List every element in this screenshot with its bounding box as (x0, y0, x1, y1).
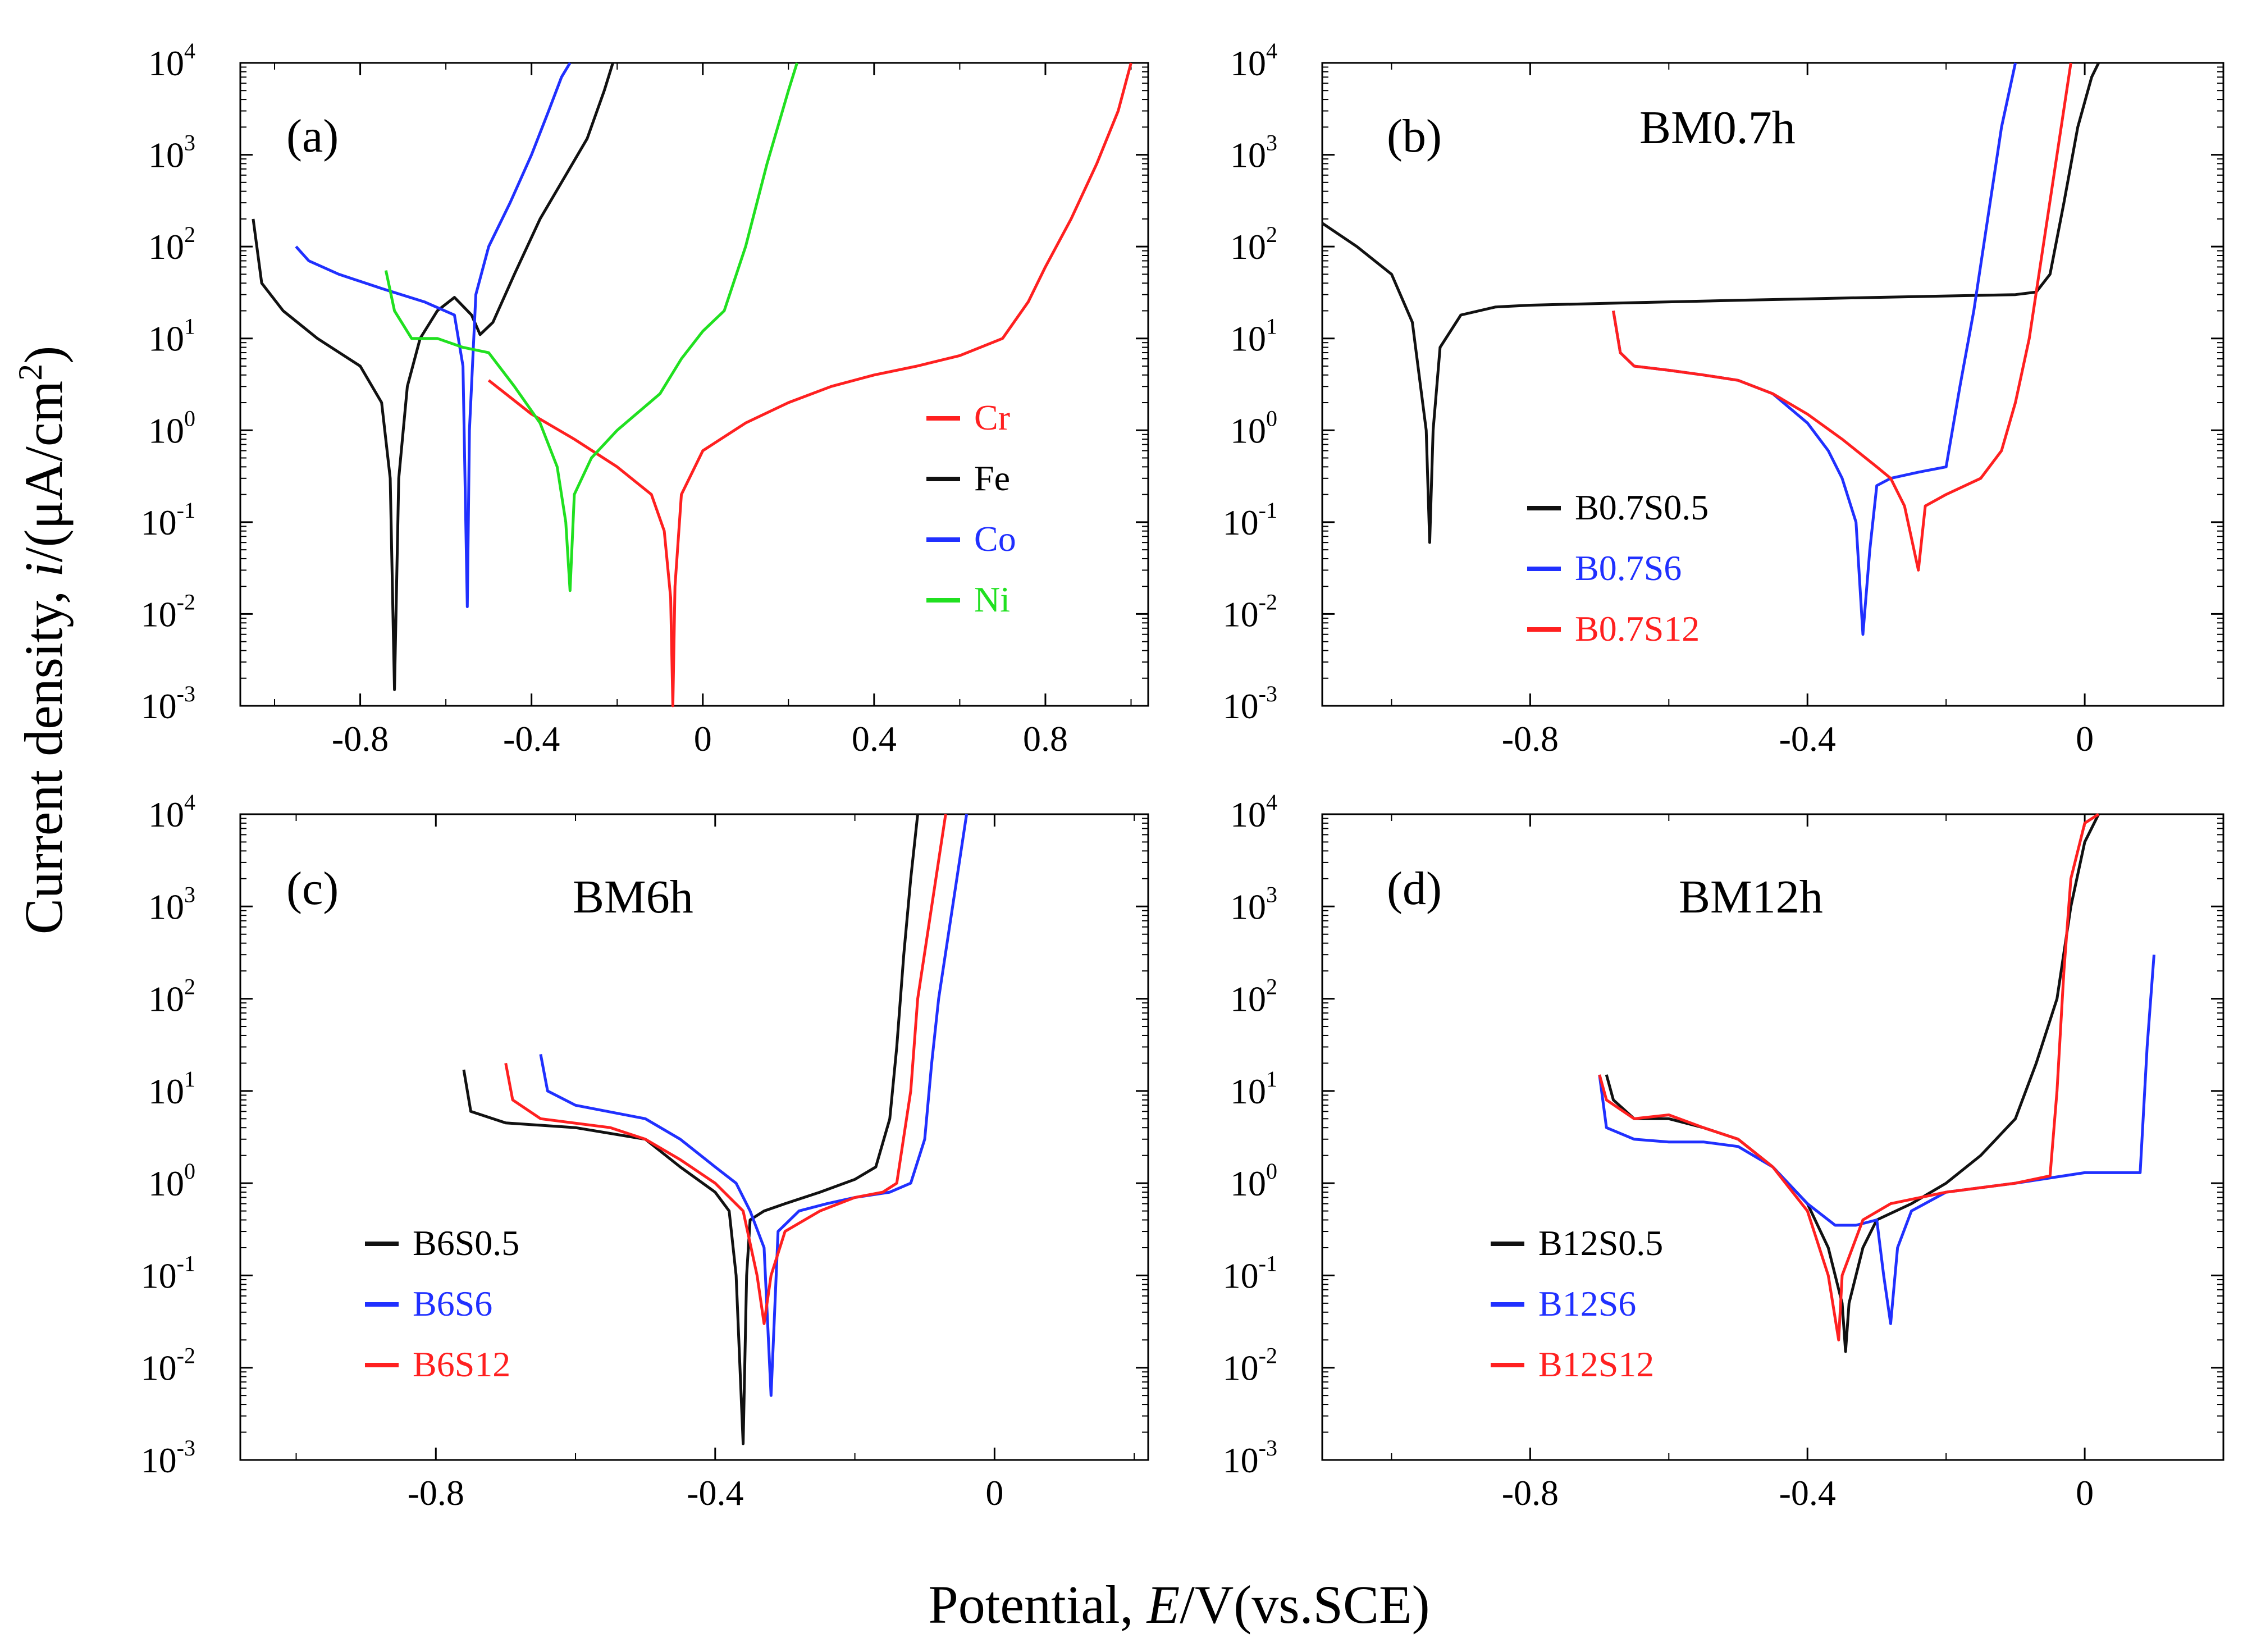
series-line-c-b6s12 (504, 814, 947, 1325)
series-line-c-b6s6 (539, 814, 969, 1397)
y-tick-label-d: 104 (1230, 790, 1277, 834)
series-line-a-ni (384, 62, 798, 592)
x-tick-label-a: 0.8 (1023, 719, 1068, 759)
plot-frame-b (1321, 62, 2224, 707)
panel-title-d: BM12h (1679, 871, 1823, 923)
legend-label-a: Cr (974, 398, 1010, 437)
y-tick-label-b: 100 (1230, 405, 1277, 450)
y-tick-label-c: 100 (148, 1158, 195, 1203)
y-tick-label-a: 104 (148, 38, 195, 83)
panel-label-b: (b) (1387, 110, 1442, 162)
y-tick-label-d: 100 (1230, 1158, 1277, 1203)
plot-frame-c (239, 813, 1149, 1461)
x-tick-label-c: 0 (985, 1473, 1003, 1513)
x-tick-label-a: -0.8 (332, 719, 389, 759)
series-line-c-b6s0-5 (462, 814, 919, 1445)
legend-label-d: B12S0.5 (1538, 1223, 1663, 1263)
x-tick-label-b: -0.8 (1502, 719, 1559, 759)
y-axis-title: Current density, i/(μA/cm2) (12, 346, 74, 934)
x-tick-label-a: 0 (694, 719, 712, 759)
series-line-b-b0-7s12 (1612, 62, 2072, 572)
y-tick-label-a: 10-1 (141, 498, 195, 542)
series-line-a-co (295, 62, 572, 608)
x-tick-label-c: -0.8 (408, 1473, 464, 1513)
legend-label-b: B0.7S0.5 (1575, 487, 1709, 527)
x-tick-label-d: -0.8 (1502, 1473, 1559, 1513)
x-axis-title: Potential, E/V(vs.SCE) (928, 1575, 1429, 1635)
x-tick-label-d: -0.4 (1779, 1473, 1836, 1513)
y-tick-label-a: 102 (148, 222, 195, 267)
legend-label-b: B0.7S12 (1575, 609, 1700, 649)
y-tick-label-c: 102 (148, 974, 195, 1019)
plot-frame-a (239, 62, 1149, 707)
y-tick-label-a: 10-3 (141, 681, 195, 726)
y-tick-label-a: 103 (148, 130, 195, 175)
y-tick-label-d: 10-1 (1223, 1251, 1277, 1295)
y-tick-label-b: 101 (1230, 314, 1277, 359)
y-tick-label-c: 10-2 (141, 1343, 195, 1388)
panel-a: 10-3 10-2 10-1 100 101 102 103 104 -0.8 -0.4 0 0.4 0… (141, 38, 1149, 759)
legend-label-d: B12S12 (1538, 1344, 1654, 1384)
y-tick-label-d: 103 (1230, 882, 1277, 927)
legend-label-a: Ni (974, 579, 1010, 619)
y-tick-label-b: 104 (1230, 38, 1277, 83)
y-tick-label-b: 102 (1230, 222, 1277, 267)
x-tick-label-b: 0 (2076, 719, 2094, 759)
series-line-a-fe (252, 62, 614, 691)
y-tick-label-a: 100 (148, 405, 195, 450)
y-tick-label-c: 104 (148, 790, 195, 834)
panel-label-c: (c) (286, 862, 339, 915)
y-tick-label-b: 10-2 (1223, 589, 1277, 634)
y-tick-label-b: 10-1 (1223, 498, 1277, 542)
y-tick-label-d: 10-2 (1223, 1343, 1277, 1388)
x-tick-label-d: 0 (2076, 1473, 2094, 1513)
plot-frame-d (1321, 813, 2224, 1461)
y-tick-label-a: 10-2 (141, 589, 195, 634)
y-tick-label-d: 102 (1230, 974, 1277, 1019)
legend-label-b: B0.7S6 (1575, 548, 1682, 588)
panel-d: 10-3 10-2 10-1 100 101 102 103 104 -0.8 -0.4 0 B12S… (1223, 790, 2224, 1513)
legend-label-c: B6S0.5 (413, 1223, 519, 1263)
legend-label-c: B6S12 (413, 1344, 510, 1384)
legend-label-d: B12S6 (1538, 1284, 1636, 1324)
y-tick-label-a: 101 (148, 314, 195, 359)
series-line-d-b12s12 (1598, 813, 2100, 1341)
series-line-d-b12s6 (1598, 955, 2155, 1325)
y-tick-label-c: 101 (148, 1066, 195, 1111)
y-tick-label-d: 10-3 (1223, 1435, 1277, 1480)
series-line-a-cr (487, 62, 1132, 708)
x-tick-label-a: 0.4 (852, 719, 897, 759)
legend-label-c: B6S6 (413, 1284, 492, 1324)
y-tick-label-b: 103 (1230, 130, 1277, 175)
y-tick-label-c: 103 (148, 882, 195, 927)
panel-label-a: (a) (286, 110, 339, 162)
panel-c: 10-3 10-2 10-1 100 101 102 103 104 -0.8 -0.4 0 B6S0… (141, 790, 1149, 1513)
series-line-b-b0-7s0-5 (1321, 62, 2100, 544)
y-tick-label-c: 10-1 (141, 1251, 195, 1295)
panel-title-c: BM6h (573, 871, 693, 923)
panel-label-d: (d) (1387, 862, 1442, 915)
y-tick-label-c: 10-3 (141, 1435, 195, 1480)
panel-b: 10-3 10-2 10-1 100 101 102 103 104 -0.8 -0.4 0 B0.7… (1223, 38, 2224, 759)
legend-label-a: Co (974, 519, 1016, 559)
x-tick-label-b: -0.4 (1779, 719, 1836, 759)
panel-title-b: BM0.7h (1639, 102, 1796, 154)
x-tick-label-c: -0.4 (687, 1473, 743, 1513)
x-tick-label-a: -0.4 (503, 719, 560, 759)
y-tick-label-b: 10-3 (1223, 681, 1277, 726)
legend-label-a: Fe (974, 458, 1010, 498)
y-tick-label-d: 101 (1230, 1066, 1277, 1111)
